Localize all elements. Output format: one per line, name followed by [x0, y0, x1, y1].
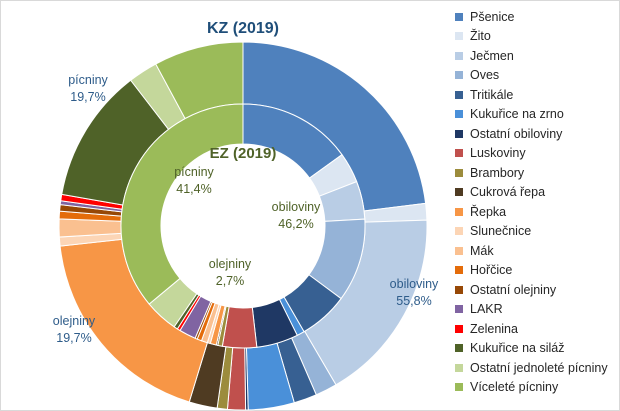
legend-swatch: [455, 188, 463, 197]
legend-swatch: [455, 110, 463, 119]
legend-swatch: [455, 227, 463, 236]
legend-label: Kukuřice na siláž: [470, 341, 565, 356]
legend-label: Ostatní olejniny: [470, 282, 557, 297]
legend-swatch: [455, 324, 463, 333]
legend-label: Víceleté pícniny: [470, 380, 559, 395]
legend-swatch: [455, 266, 463, 275]
legend-label: LAKR: [470, 302, 503, 317]
legend-swatch: [455, 32, 463, 41]
legend-item-brambory: Brambory: [455, 163, 615, 183]
legend-swatch: [455, 246, 463, 255]
legend-label: Žito: [470, 29, 491, 44]
legend-item-ostatni-olejniny: Ostatní olejniny: [455, 280, 615, 300]
outer-label-obiloviny-value: 55,8%: [396, 294, 431, 308]
legend-label: Ostatní jednoleté pícniny: [470, 360, 608, 375]
legend-label: Řepka: [470, 204, 507, 219]
legend-item-cukrova-repa: Cukrová řepa: [455, 183, 615, 203]
legend-swatch: [455, 149, 463, 158]
legend-label: Kukuřice na zrno: [470, 107, 564, 122]
inner-label-picniny-value: 41,4%: [176, 182, 211, 196]
legend-item-kukurice-na-silaz: Kukuřice na siláž: [455, 339, 615, 359]
legend-item-repka: Řepka: [455, 202, 615, 222]
legend-item-horcice: Hořčice: [455, 261, 615, 281]
outer-label-obiloviny-name: obiloviny: [390, 277, 439, 291]
legend-item-slunecnice: Slunečnice: [455, 222, 615, 242]
legend-item-kukurice-na-zrno: Kukuřice na zrno: [455, 105, 615, 125]
legend-label: Oves: [470, 68, 500, 83]
outer-label-olejniny-value: 19,7%: [56, 331, 91, 345]
legend-item-psenice: Pšenice: [455, 7, 615, 27]
outer-label-picniny-name: pícniny: [68, 73, 108, 87]
outer-ring: [58, 41, 428, 411]
legend-swatch: [455, 90, 463, 99]
legend-label: Mák: [470, 243, 494, 258]
legend-swatch: [455, 207, 463, 216]
legend-swatch: [455, 12, 463, 21]
inner-label-olejniny-value: 2,7%: [216, 274, 245, 288]
legend-swatch: [455, 363, 463, 372]
outer-ring-title: KZ (2019): [207, 20, 279, 37]
legend-item-tritikale: Tritikále: [455, 85, 615, 105]
legend-swatch: [455, 285, 463, 294]
legend-item-oves: Oves: [455, 66, 615, 86]
legend-item-lakr: LAKR: [455, 300, 615, 320]
legend-label: Brambory: [470, 165, 525, 180]
outer-slice-mak: [58, 218, 122, 238]
chart-legend: Pšenice Žito Ječmen Oves Tritikále Kukuřice n…: [455, 7, 615, 397]
inner-ring-title: EZ (2019): [210, 145, 277, 162]
inner-label-picniny-name: pícniny: [174, 165, 214, 179]
nested-donut-chart: KZ (2019) EZ (2019) pícniny 19,7% olejni…: [53, 20, 439, 411]
legend-swatch: [455, 344, 463, 353]
legend-swatch: [455, 305, 463, 314]
legend-label: Tritikále: [470, 87, 514, 102]
legend-item-mak: Mák: [455, 241, 615, 261]
legend-item-ostatni-obiloviny: Ostatní obiloviny: [455, 124, 615, 144]
legend-label: Slunečnice: [470, 224, 532, 239]
legend-label: Pšenice: [470, 9, 515, 24]
legend-item-zelenina: Zelenina: [455, 319, 615, 339]
legend-label: Cukrová řepa: [470, 185, 546, 200]
legend-item-ostatni-jednolete-picniny: Ostatní jednoleté pícniny: [455, 358, 615, 378]
legend-swatch: [455, 71, 463, 80]
inner-slice-vicelete-picniny: [120, 103, 244, 305]
legend-item-zito: Žito: [455, 27, 615, 47]
legend-label: Hořčice: [470, 263, 513, 278]
inner-ring: [120, 103, 366, 349]
legend-label: Luskoviny: [470, 146, 526, 161]
legend-label: Ostatní obiloviny: [470, 126, 563, 141]
legend-swatch: [455, 383, 463, 392]
legend-item-luskoviny: Luskoviny: [455, 144, 615, 164]
legend-swatch: [455, 129, 463, 138]
outer-label-picniny-value: 19,7%: [70, 90, 105, 104]
outer-label-olejniny-name: olejniny: [53, 314, 96, 328]
legend-item-jecmen: Ječmen: [455, 46, 615, 66]
inner-label-obiloviny-name: obiloviny: [272, 200, 321, 214]
legend-label: Ječmen: [470, 48, 514, 63]
inner-label-obiloviny-value: 46,2%: [278, 217, 313, 231]
legend-swatch: [455, 168, 463, 177]
inner-label-olejniny-name: olejniny: [209, 257, 252, 271]
legend-swatch: [455, 51, 463, 60]
legend-label: Zelenina: [470, 321, 518, 336]
legend-item-vicelete-picniny: Víceleté pícniny: [455, 378, 615, 398]
